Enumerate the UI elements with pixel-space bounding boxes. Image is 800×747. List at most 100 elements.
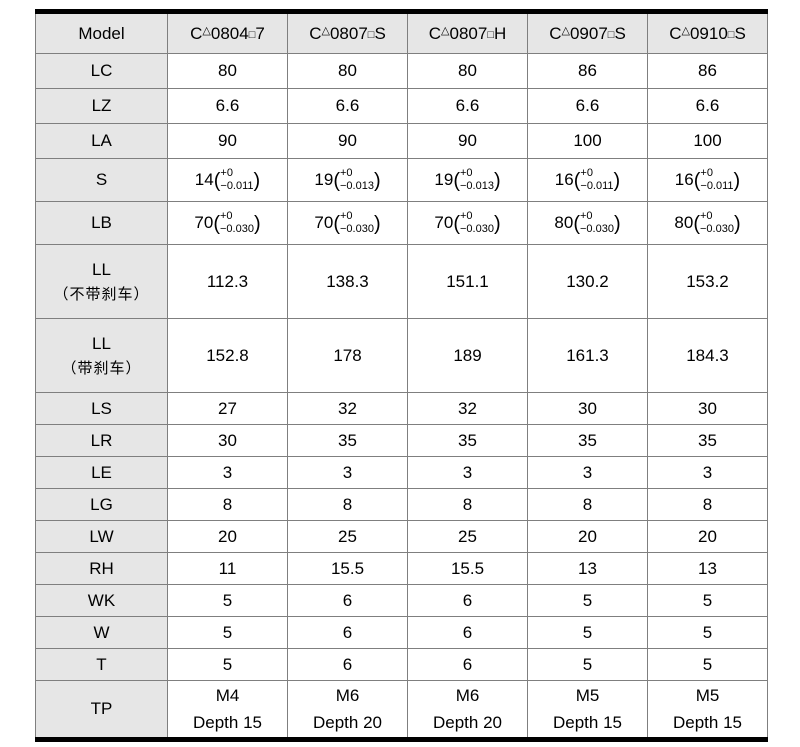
tp-size: M5 [695, 685, 720, 705]
value-cell: 5 [647, 616, 768, 649]
tolerance-base: 19 [314, 169, 334, 189]
value-cell: 6.6 [527, 88, 648, 124]
close-paren: ) [493, 169, 501, 192]
value-cell: 130.2 [527, 244, 648, 319]
tolerance-value: 70(+0 −0.030) [314, 210, 380, 235]
table-row: LZ 6.6 6.6 6.6 6.6 6.6 [35, 88, 768, 124]
tolerance-value-cell: 70(+0 −0.030) [167, 201, 288, 245]
value-cell: 189 [407, 318, 528, 393]
tolerance-value: 70(+0 −0.030) [434, 210, 501, 235]
open-paren: ( [213, 169, 221, 192]
tolerance-lower: −0.011 [580, 179, 614, 192]
column-header-cell: C△0907□S [527, 11, 648, 54]
tolerance-base: 14 [194, 169, 214, 189]
table-row: WK 5 6 6 5 5 [35, 584, 768, 617]
open-paren: ( [573, 212, 580, 235]
column-header-cell: C△0804□7 [167, 11, 288, 54]
open-paren: ( [333, 169, 340, 192]
row-label: LS [91, 398, 112, 418]
row-label-cell: LR [35, 424, 168, 457]
tp-size: M6 [335, 685, 360, 705]
open-paren: ( [693, 212, 700, 235]
tolerance-base: 70 [194, 212, 214, 232]
row-sublabel: （不带刹车） [53, 285, 150, 303]
value-cell: 30 [527, 392, 648, 425]
tolerance-lower: −0.030 [219, 222, 254, 235]
open-paren: ( [693, 169, 701, 192]
row-label: W [93, 622, 110, 642]
row-label-cell: LW [35, 520, 168, 553]
square-placeholder: □ [367, 28, 375, 41]
tolerance-value-cell: 70(+0 −0.030) [407, 201, 528, 245]
table-row: LR 30 35 35 35 35 [35, 424, 768, 457]
row-label-cell: LL （不带刹车） [35, 244, 168, 319]
value-cell: 8 [167, 488, 288, 521]
value-cell: 3 [647, 456, 768, 489]
tolerance-value: 80(+0 −0.030) [674, 210, 741, 235]
table-row: LL （不带刹车） 112.3 138.3 151.1 130.2 153.2 [35, 244, 768, 319]
value-cell: 5 [527, 584, 648, 617]
value-cell: 32 [407, 392, 528, 425]
value-cell: 11 [167, 552, 288, 585]
table-row: LB 70(+0 −0.030) 70(+0 −0.030) 70(+0 −0.030) 80… [35, 201, 768, 245]
table-row: LS 27 32 32 30 30 [35, 392, 768, 425]
tp-size: M4 [215, 685, 240, 705]
tolerance-base: 19 [434, 169, 454, 189]
value-cell: 20 [167, 520, 288, 553]
value-cell: 5 [647, 584, 768, 617]
tolerance-lower: −0.030 [459, 222, 494, 235]
tp-depth: Depth 20 [433, 713, 502, 732]
value-cell: 5 [167, 648, 288, 681]
tolerance-lower: −0.030 [339, 222, 374, 235]
value-cell: 8 [647, 488, 768, 521]
tolerance-upper: +0 [579, 210, 593, 223]
tolerance-lower: −0.011 [220, 179, 254, 192]
header-row: Model C△0804□7 C△0807□S C△0807□H C△0907□S C△0… [35, 11, 768, 54]
value-cell: 100 [527, 123, 648, 159]
tolerance-base: 70 [314, 212, 334, 232]
spec-table: Model C△0804□7 C△0807□S C△0807□H C△0907□S C△0… [35, 9, 768, 742]
tolerance-value-cell: 19(+0 −0.013) [407, 158, 528, 202]
value-cell: 8 [407, 488, 528, 521]
tolerance-value-cell: 80(+0 −0.030) [647, 201, 768, 245]
tolerance-stack: +0 −0.030 [460, 210, 494, 235]
open-paren: ( [453, 212, 460, 235]
tolerance-upper: +0 [580, 167, 593, 180]
value-cell: 5 [527, 616, 648, 649]
value-cell: 90 [287, 123, 408, 159]
value-cell: 32 [287, 392, 408, 425]
row-label-cell: LC [35, 53, 168, 89]
close-paren: ) [253, 212, 261, 235]
value-cell: 13 [647, 552, 768, 585]
value-cell: 8 [287, 488, 408, 521]
value-cell: 20 [527, 520, 648, 553]
table-row: LG 8 8 8 8 8 [35, 488, 768, 521]
tolerance-base: 80 [674, 212, 694, 232]
table-row: LE 3 3 3 3 3 [35, 456, 768, 489]
value-cell: M5 Depth 15 [527, 680, 648, 740]
tolerance-value-cell: 70(+0 −0.030) [287, 201, 408, 245]
close-paren: ) [733, 212, 741, 235]
row-label-cell: W [35, 616, 168, 649]
row-label: LA [91, 131, 112, 150]
tp-depth: Depth 15 [673, 713, 742, 732]
close-paren: ) [493, 212, 501, 235]
value-cell: 5 [167, 584, 288, 617]
close-paren: ) [253, 169, 261, 192]
tolerance-upper: +0 [699, 210, 713, 223]
row-label: LL [92, 333, 111, 353]
value-cell: 3 [167, 456, 288, 489]
row-label-cell: LA [35, 123, 168, 159]
value-cell: 161.3 [527, 318, 648, 393]
row-label-cell: S [35, 158, 168, 202]
tolerance-stack: +0 −0.030 [340, 210, 374, 235]
value-cell: 153.2 [647, 244, 768, 319]
row-label-cell: WK [35, 584, 168, 617]
tolerance-value: 19(+0 −0.013) [314, 167, 380, 192]
table-row: LC 80 80 80 86 86 [35, 53, 768, 89]
column-header-cell: C△0807□S [287, 11, 408, 54]
value-cell: 3 [407, 456, 528, 489]
close-paren: ) [613, 212, 621, 235]
tolerance-value: 14(+0 −0.011) [194, 167, 261, 192]
